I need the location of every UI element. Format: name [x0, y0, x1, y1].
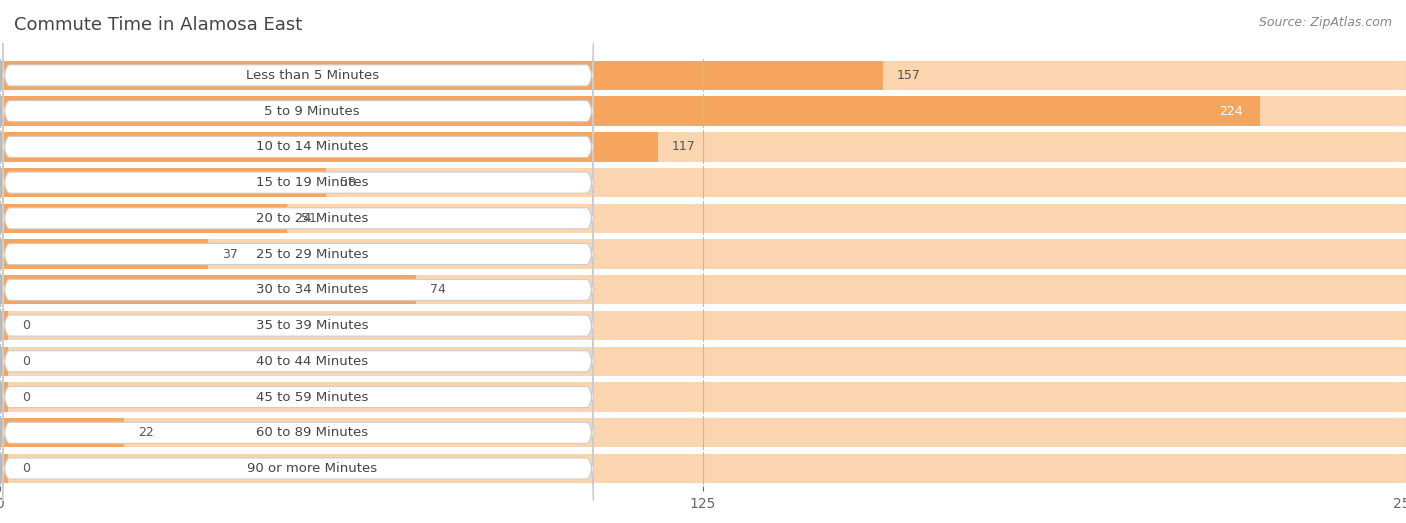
Bar [0, 347, 8, 376]
Text: 224: 224 [1219, 105, 1243, 118]
Text: 45 to 59 Minutes: 45 to 59 Minutes [256, 391, 368, 404]
Text: 25 to 29 Minutes: 25 to 29 Minutes [256, 247, 368, 260]
Text: 20 to 24 Minutes: 20 to 24 Minutes [256, 212, 368, 225]
Bar [0, 168, 326, 197]
Text: 5 to 9 Minutes: 5 to 9 Minutes [264, 105, 360, 118]
Text: 51: 51 [301, 212, 316, 225]
Bar [0, 203, 1406, 233]
Bar [0, 311, 1406, 340]
FancyBboxPatch shape [3, 293, 593, 358]
Bar [0, 382, 8, 412]
Bar [0, 275, 416, 304]
Text: 22: 22 [138, 426, 153, 439]
Bar [0, 275, 1406, 304]
Bar [0, 61, 883, 90]
Text: 30 to 34 Minutes: 30 to 34 Minutes [256, 283, 368, 297]
FancyBboxPatch shape [3, 365, 593, 429]
Bar [0, 418, 1406, 448]
Text: 74: 74 [430, 283, 446, 297]
Text: 157: 157 [897, 69, 921, 82]
Text: 0: 0 [22, 391, 31, 404]
FancyBboxPatch shape [3, 150, 593, 215]
Bar [0, 311, 8, 340]
Text: 0: 0 [22, 355, 31, 368]
Bar [0, 96, 1406, 126]
Bar [0, 454, 8, 483]
Text: Commute Time in Alamosa East: Commute Time in Alamosa East [14, 16, 302, 33]
Bar [0, 132, 658, 162]
FancyBboxPatch shape [3, 436, 593, 501]
Bar [0, 382, 1406, 412]
Text: Less than 5 Minutes: Less than 5 Minutes [246, 69, 378, 82]
Text: 0: 0 [22, 462, 31, 475]
Text: 117: 117 [672, 140, 696, 153]
Bar [0, 203, 287, 233]
Text: 10 to 14 Minutes: 10 to 14 Minutes [256, 140, 368, 153]
Bar [0, 347, 1406, 376]
Bar [0, 168, 1406, 197]
Text: 58: 58 [340, 176, 356, 189]
Bar [0, 132, 1406, 162]
FancyBboxPatch shape [3, 329, 593, 394]
FancyBboxPatch shape [3, 222, 593, 287]
FancyBboxPatch shape [3, 79, 593, 143]
Bar [0, 240, 208, 269]
FancyBboxPatch shape [3, 43, 593, 108]
Text: 37: 37 [222, 247, 238, 260]
Text: 90 or more Minutes: 90 or more Minutes [247, 462, 377, 475]
FancyBboxPatch shape [3, 401, 593, 465]
Text: 15 to 19 Minutes: 15 to 19 Minutes [256, 176, 368, 189]
Text: 35 to 39 Minutes: 35 to 39 Minutes [256, 319, 368, 332]
FancyBboxPatch shape [3, 115, 593, 179]
Text: 0: 0 [22, 319, 31, 332]
Text: 40 to 44 Minutes: 40 to 44 Minutes [256, 355, 368, 368]
Bar [0, 240, 1406, 269]
Text: 60 to 89 Minutes: 60 to 89 Minutes [256, 426, 368, 439]
Text: Source: ZipAtlas.com: Source: ZipAtlas.com [1258, 16, 1392, 29]
Bar [0, 418, 124, 448]
FancyBboxPatch shape [3, 257, 593, 322]
Bar [0, 96, 1260, 126]
Bar [0, 454, 1406, 483]
Bar [0, 61, 1406, 90]
FancyBboxPatch shape [3, 186, 593, 251]
